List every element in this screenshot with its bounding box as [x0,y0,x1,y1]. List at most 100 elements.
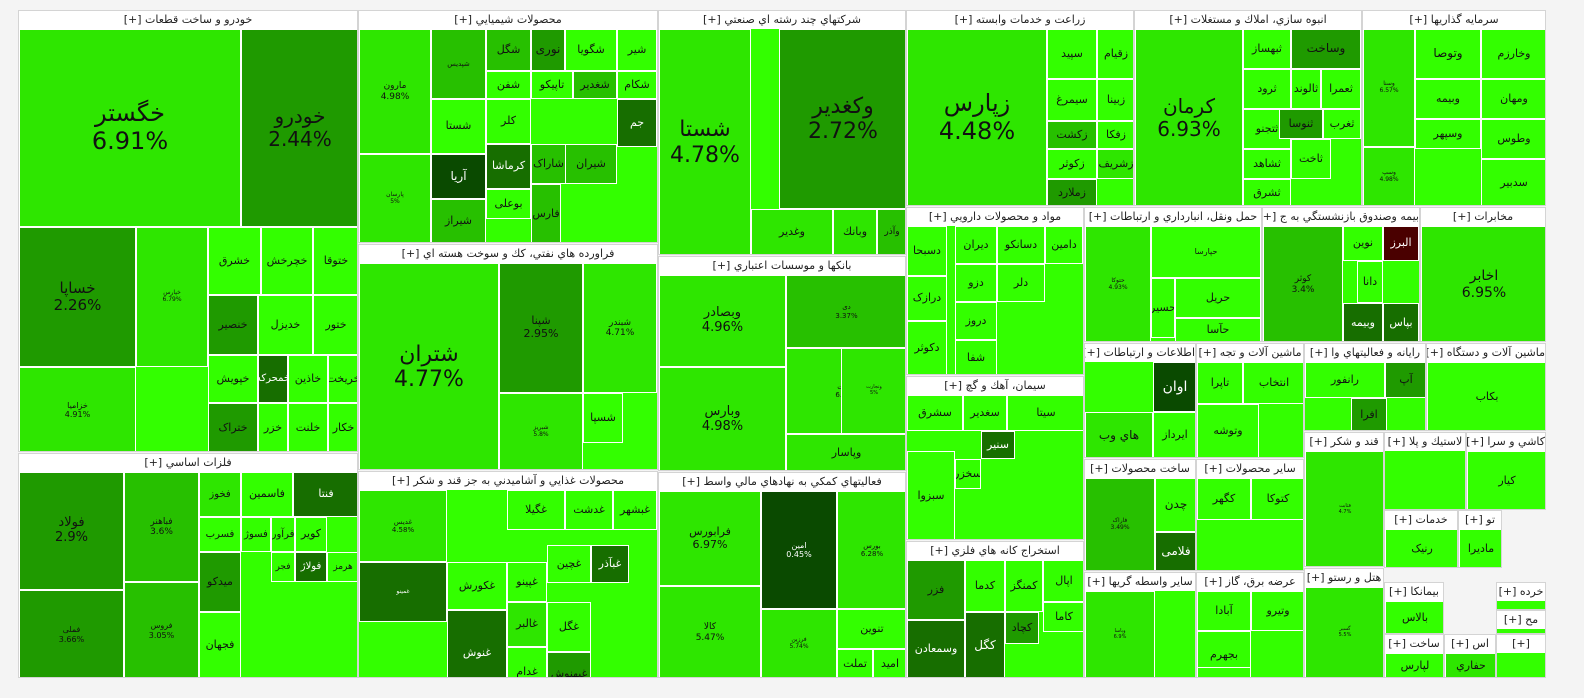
stock-tile[interactable]: شبریز 5.8% [499,393,583,469]
sector-header[interactable]: اطلاعات و ارتباطات [+] [1085,344,1195,362]
stock-tile[interactable]: فجر [271,552,295,582]
stock-tile[interactable]: زکوثر [1047,149,1097,179]
stock-tile[interactable]: ثعمرا [1321,69,1361,109]
stock-tile[interactable]: وبیمه [1415,79,1481,119]
stock-tile[interactable]: کگهر [1197,478,1251,520]
stock-tile[interactable]: سخزر [955,459,981,489]
stock-tile[interactable]: شیراز [431,199,486,242]
sector-header[interactable]: ساير واسطه گريها [+] [1085,573,1195,591]
stock-tile[interactable]: وتیرو [1251,591,1303,631]
stock-tile[interactable]: وسپهر [1415,119,1481,149]
stock-tile[interactable]: خریخت [328,355,357,403]
stock-tile[interactable]: گسیر 5.5% [1305,587,1383,677]
stock-tile[interactable]: فخوز [199,472,241,517]
stock-tile[interactable]: کیار [1467,451,1545,509]
sector-header[interactable]: رايانه و فعاليتهاي وا [+] [1305,344,1425,362]
sector-header[interactable]: مح [+] [1497,611,1545,629]
stock-tile[interactable]: فلامی [1155,532,1195,570]
sector-header[interactable]: خودرو و ساخت قطعات [+] [19,11,357,29]
stock-tile[interactable]: شگل [486,29,531,71]
stock-tile[interactable]: ثنوسا [1279,109,1323,139]
stock-tile[interactable]: هاي وب [1085,412,1153,457]
sector-header[interactable]: خدمات [+] [1385,511,1457,529]
stock-tile[interactable]: جم [617,99,657,147]
stock-tile[interactable]: ختوقا [313,227,357,295]
stock-tile[interactable]: شاراک [531,144,566,184]
sector-header[interactable]: ماشین آلات و تجه [+] [1197,344,1303,362]
stock-tile[interactable]: زشریف [1097,149,1133,179]
stock-tile[interactable]: هرمز [327,552,357,582]
stock-tile[interactable]: خنصیر [208,295,258,355]
stock-tile[interactable]: دسانکو [997,226,1045,264]
sector-header[interactable]: بيمانكا [+] [1385,583,1443,601]
sector-header[interactable]: محصولات شيميايي [+] [359,11,657,29]
sector-header[interactable]: ماشين آلات و دستگاه [+] [1427,344,1545,362]
stock-tile[interactable]: کچاد [1005,612,1039,644]
stock-tile[interactable]: وساخت [1291,29,1361,69]
stock-tile[interactable]: زکشت [1047,121,1097,149]
stock-tile[interactable]: وسنا 6.57% [1363,29,1415,147]
stock-tile[interactable]: حریل [1175,278,1261,318]
stock-tile[interactable]: شیر [617,29,657,71]
sector-header[interactable]: سرمايه گذاريها [+] [1363,11,1545,29]
stock-tile[interactable]: وپاسار [786,434,905,470]
stock-tile[interactable]: فنتا [293,472,357,517]
stock-tile[interactable]: وتوصا [1415,29,1481,79]
sector-header[interactable]: قند و شكر [+] [1305,433,1383,451]
sector-header[interactable]: بانكها و موسسات اعتباري [+] [659,257,905,275]
sector-header[interactable]: فراورده هاي نفتي، كك و سوخت هسته اي [+] [359,245,657,263]
stock-tile[interactable]: تنوین [837,609,905,649]
stock-tile[interactable]: فارس [531,184,561,242]
stock-tile[interactable]: وغدير [751,209,833,254]
stock-tile[interactable]: کلر [486,99,531,144]
stock-tile[interactable]: فباهنر 3.6% [124,472,199,582]
stock-tile[interactable]: زملارد [1047,179,1097,205]
stock-tile[interactable]: خکار [328,403,357,451]
stock-tile[interactable]: وتجارت 5% [841,348,905,434]
stock-tile[interactable]: دامین [1045,226,1083,264]
sector-header[interactable]: شركتهاي چند رشته اي صنعتي [+] [659,11,905,29]
stock-tile[interactable]: بورس 6.28% [837,491,905,609]
stock-tile[interactable]: نوین [1343,226,1383,261]
stock-tile[interactable]: ثرود [1243,69,1291,109]
stock-tile[interactable]: لپارس [1385,653,1443,677]
stock-tile[interactable]: کرماشا [486,144,531,189]
stock-tile[interactable]: فسوژ [241,517,271,552]
stock-tile[interactable]: خساپا 2.26% [19,227,136,367]
stock-tile[interactable]: وبارس 4.98% [659,367,786,470]
stock-tile[interactable]: ختور [313,295,357,355]
stock-tile[interactable]: افرا [1351,398,1387,430]
stock-tile[interactable]: غپینو [507,562,547,602]
stock-tile[interactable]: فملی 3.66% [19,590,124,677]
stock-tile[interactable]: مادیرا [1459,529,1501,567]
stock-tile[interactable]: رانفور [1305,362,1385,398]
stock-tile[interactable]: وبصادر 4.96% [659,275,786,367]
stock-tile[interactable]: کاما [1043,602,1083,632]
stock-tile[interactable]: زبینا [1097,79,1133,121]
stock-tile[interactable]: پارسان 5% [359,154,431,242]
stock-tile[interactable]: وبیمه [1343,303,1383,341]
stock-tile[interactable]: خگستر 6.91% [19,29,241,227]
stock-tile[interactable]: اپال [1043,560,1083,602]
stock-tile[interactable]: شفن [486,71,531,99]
stock-tile[interactable]: چدن [1155,478,1195,532]
sector-header[interactable]: [+] [1497,635,1545,653]
stock-tile[interactable]: فجهان [199,612,241,677]
stock-tile[interactable]: نوری [531,29,565,71]
stock-tile[interactable]: سدبیر [1481,159,1545,205]
stock-tile[interactable]: دیران [955,226,997,264]
stock-tile[interactable]: تاپرا [1197,362,1243,404]
sector-header[interactable]: حمل ونقل، انبارداري و ارتباطات [+] [1085,208,1261,226]
stock-tile[interactable]: ثشاهد [1243,149,1291,179]
stock-tile[interactable]: سیتا [1007,395,1083,431]
stock-tile[interactable]: شتران 4.77% [359,263,499,469]
sector-header[interactable]: لاستيك و پلا [+] [1385,433,1465,451]
stock-tile[interactable]: وكغدير 2.72% [779,29,905,209]
stock-tile[interactable]: فسرب [199,517,241,552]
stock-tile[interactable]: امید [873,649,905,677]
stock-tile[interactable]: دسبحا [907,226,947,276]
stock-tile[interactable]: غگیلا [507,490,565,530]
stock-tile[interactable]: کرمان 6.93% [1135,29,1243,205]
stock-tile[interactable]: تاپیکو [531,71,573,99]
sector-header[interactable]: استخراج كانه هاي فلزي [+] [907,542,1083,560]
